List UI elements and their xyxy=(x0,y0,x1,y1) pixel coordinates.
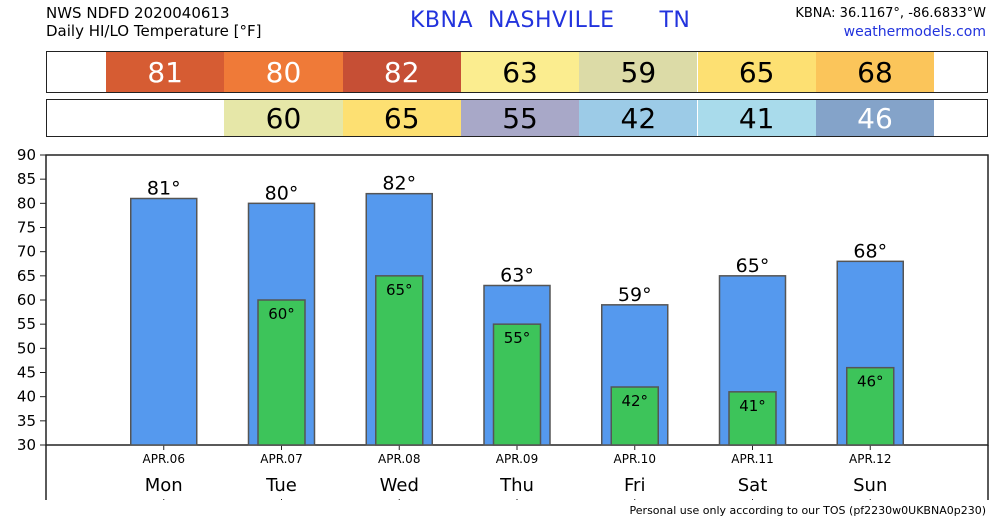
hi-temp-bar xyxy=(130,197,198,446)
hi-temp-cell: 65 xyxy=(697,52,816,92)
hi-temp-cell: 68 xyxy=(815,52,935,92)
lo-temp-bar xyxy=(728,391,777,446)
lo-temp-label: 42° xyxy=(621,392,648,410)
lo-temp-label: 46° xyxy=(857,373,884,391)
lo-temp-cell: 60 xyxy=(224,100,343,136)
y-tick-label: 50 xyxy=(17,339,36,357)
y-tick-label: 70 xyxy=(17,243,36,261)
temperature-chart: 30 35 40 45 50 55 60 65 70 75 80 85 90 81° APR.06 Mon 80… xyxy=(17,146,989,500)
lo-temp-bar xyxy=(375,275,424,446)
day-label: Sun xyxy=(853,475,887,496)
station-title: KBNA NASHVILLE TN xyxy=(410,8,690,33)
hi-temp-label: 63° xyxy=(500,265,534,287)
day-label: Tue xyxy=(265,475,297,496)
day-label: Mon xyxy=(145,475,183,496)
station-coords: KBNA: 36.1167°, -86.6833°W xyxy=(795,6,986,21)
y-tick-label: 35 xyxy=(17,412,36,430)
lo-temp-bar xyxy=(492,323,542,446)
lo-temp-cell: 65 xyxy=(342,100,461,136)
y-tick-label: 80 xyxy=(17,194,36,212)
date-label: APR.06 xyxy=(143,452,185,466)
y-tick-label: 30 xyxy=(17,436,36,454)
product-subtitle: Daily HI/LO Temperature [°F] xyxy=(46,22,262,40)
y-tick-label: 85 xyxy=(17,170,36,188)
y-tick-label: 40 xyxy=(17,388,36,406)
lo-temp-cell: 42 xyxy=(579,100,698,136)
hi-temp-label: 68° xyxy=(853,240,887,262)
y-tick-label: 60 xyxy=(17,291,36,309)
site-link[interactable]: weathermodels.com xyxy=(843,24,986,40)
station-info: KBNA: 36.1167°, -86.6833°W weathermodels… xyxy=(795,5,986,41)
lo-temp-label: 55° xyxy=(504,329,531,347)
lo-temp-label: 65° xyxy=(386,281,413,299)
station-city: NASHVILLE xyxy=(488,8,615,33)
station-state: TN xyxy=(659,8,691,33)
day-label: Wed xyxy=(380,475,419,496)
day-label: Thu xyxy=(499,475,534,496)
hi-temp-cell: 59 xyxy=(579,52,698,92)
hi-temp-strip: 81 80 82 63 59 65 68 xyxy=(46,51,988,93)
lo-temp-cell: 55 xyxy=(460,100,580,136)
date-label: APR.09 xyxy=(496,452,538,466)
y-tick-label: 45 xyxy=(17,364,36,382)
lo-temp-cell: 46 xyxy=(815,100,935,136)
hi-temp-cell: 81 xyxy=(106,52,225,92)
hi-temp-label: 80° xyxy=(265,182,299,204)
date-label: APR.10 xyxy=(614,452,656,466)
hi-temp-label: 65° xyxy=(736,255,770,277)
day-label: Sat xyxy=(738,475,768,496)
date-label: APR.11 xyxy=(731,452,773,466)
hi-temp-label: 82° xyxy=(382,173,416,195)
lo-temp-bar xyxy=(610,386,659,446)
date-label: APR.08 xyxy=(378,452,420,466)
product-header: NWS NDFD 2020040613 Daily HI/LO Temperat… xyxy=(46,4,262,40)
lo-temp-bar xyxy=(846,366,895,446)
y-tick-label: 90 xyxy=(17,146,36,164)
hi-temp-cell: 80 xyxy=(224,52,343,92)
hi-temp-cell: 63 xyxy=(460,52,580,92)
lo-temp-cell: 41 xyxy=(697,100,816,136)
product-title: NWS NDFD 2020040613 xyxy=(46,4,230,22)
y-tick-label: 55 xyxy=(17,315,36,333)
hi-temp-label: 81° xyxy=(147,178,181,200)
hi-temp-label: 59° xyxy=(618,284,652,306)
footer-note: Personal use only according to our TOS (… xyxy=(629,504,986,517)
lo-temp-strip: 60 65 55 42 41 46 xyxy=(46,99,988,137)
lo-temp-label: 60° xyxy=(268,305,295,323)
y-tick-label: 65 xyxy=(17,267,36,285)
hi-temp-cell: 82 xyxy=(342,52,461,92)
day-label: Fri xyxy=(624,475,645,496)
lo-temp-bar xyxy=(257,299,306,446)
date-label: APR.12 xyxy=(849,452,891,466)
y-tick-label: 75 xyxy=(17,219,36,237)
station-code: KBNA xyxy=(410,8,474,33)
date-label: APR.07 xyxy=(260,452,302,466)
lo-temp-label: 41° xyxy=(739,397,766,415)
